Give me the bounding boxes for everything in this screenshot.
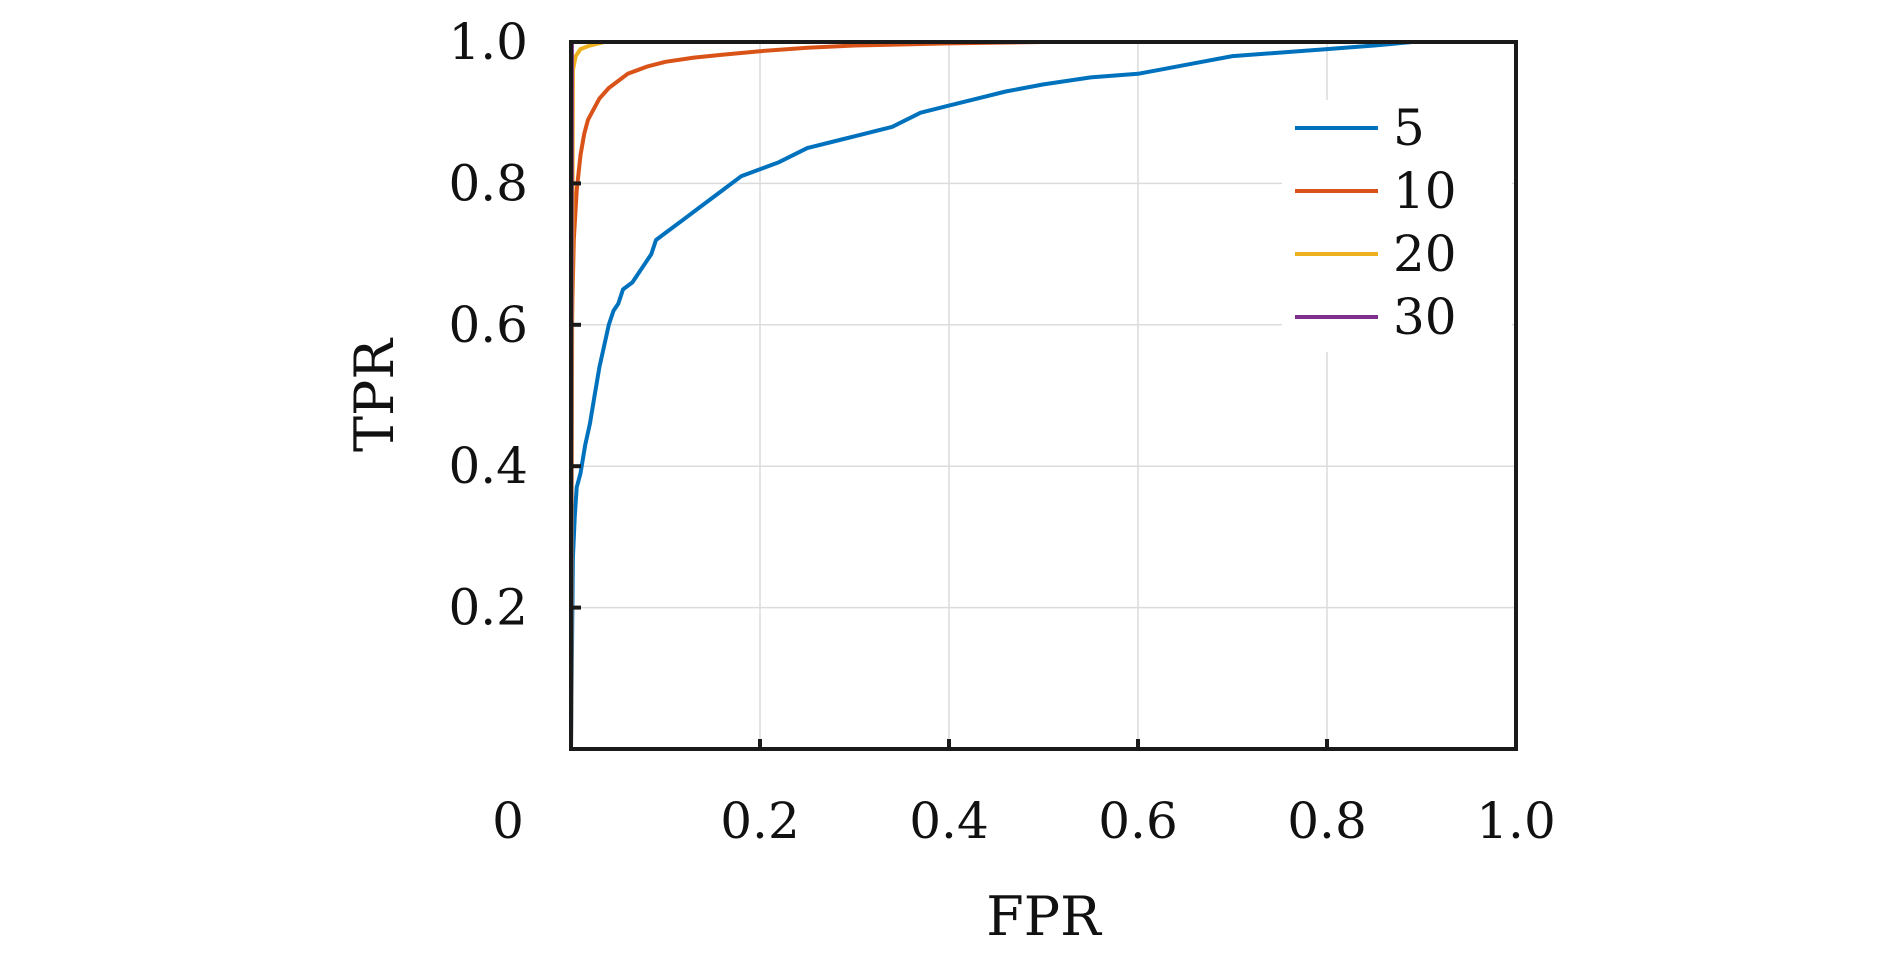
x-tick-label: 0.4 xyxy=(909,792,989,850)
legend-entry-label: 5 xyxy=(1393,99,1425,157)
x-tick-label: 0 xyxy=(492,792,524,850)
legend-entry-label: 30 xyxy=(1393,288,1457,346)
y-tick-label: 0.8 xyxy=(448,154,528,212)
y-tick-label: 0.4 xyxy=(448,437,528,495)
x-tick-label: 0.6 xyxy=(1098,792,1178,850)
axis-ticks: 0 0.2 0.4 0.6 0.8 1.0 0.2 0.4 0.6 0.8 1.0 xyxy=(448,13,1555,850)
x-axis-label: FPR xyxy=(986,885,1102,948)
y-tick-label: 0.2 xyxy=(448,579,528,637)
x-tick-label: 1.0 xyxy=(1476,792,1556,850)
plot-frame xyxy=(569,40,1518,751)
legend-box xyxy=(1282,100,1512,352)
x-tick-label: 0.2 xyxy=(720,792,800,850)
y-axis-label: TPR xyxy=(343,338,406,452)
y-tick-label: 1.0 xyxy=(448,13,528,71)
series-line-10 xyxy=(569,40,1516,750)
legend-entry-label: 20 xyxy=(1393,225,1457,283)
legend-entry-label: 10 xyxy=(1393,162,1457,220)
series-line-5 xyxy=(569,40,1516,750)
x-tick-label: 0.8 xyxy=(1287,792,1367,850)
y-tick-label: 0.6 xyxy=(448,296,528,354)
